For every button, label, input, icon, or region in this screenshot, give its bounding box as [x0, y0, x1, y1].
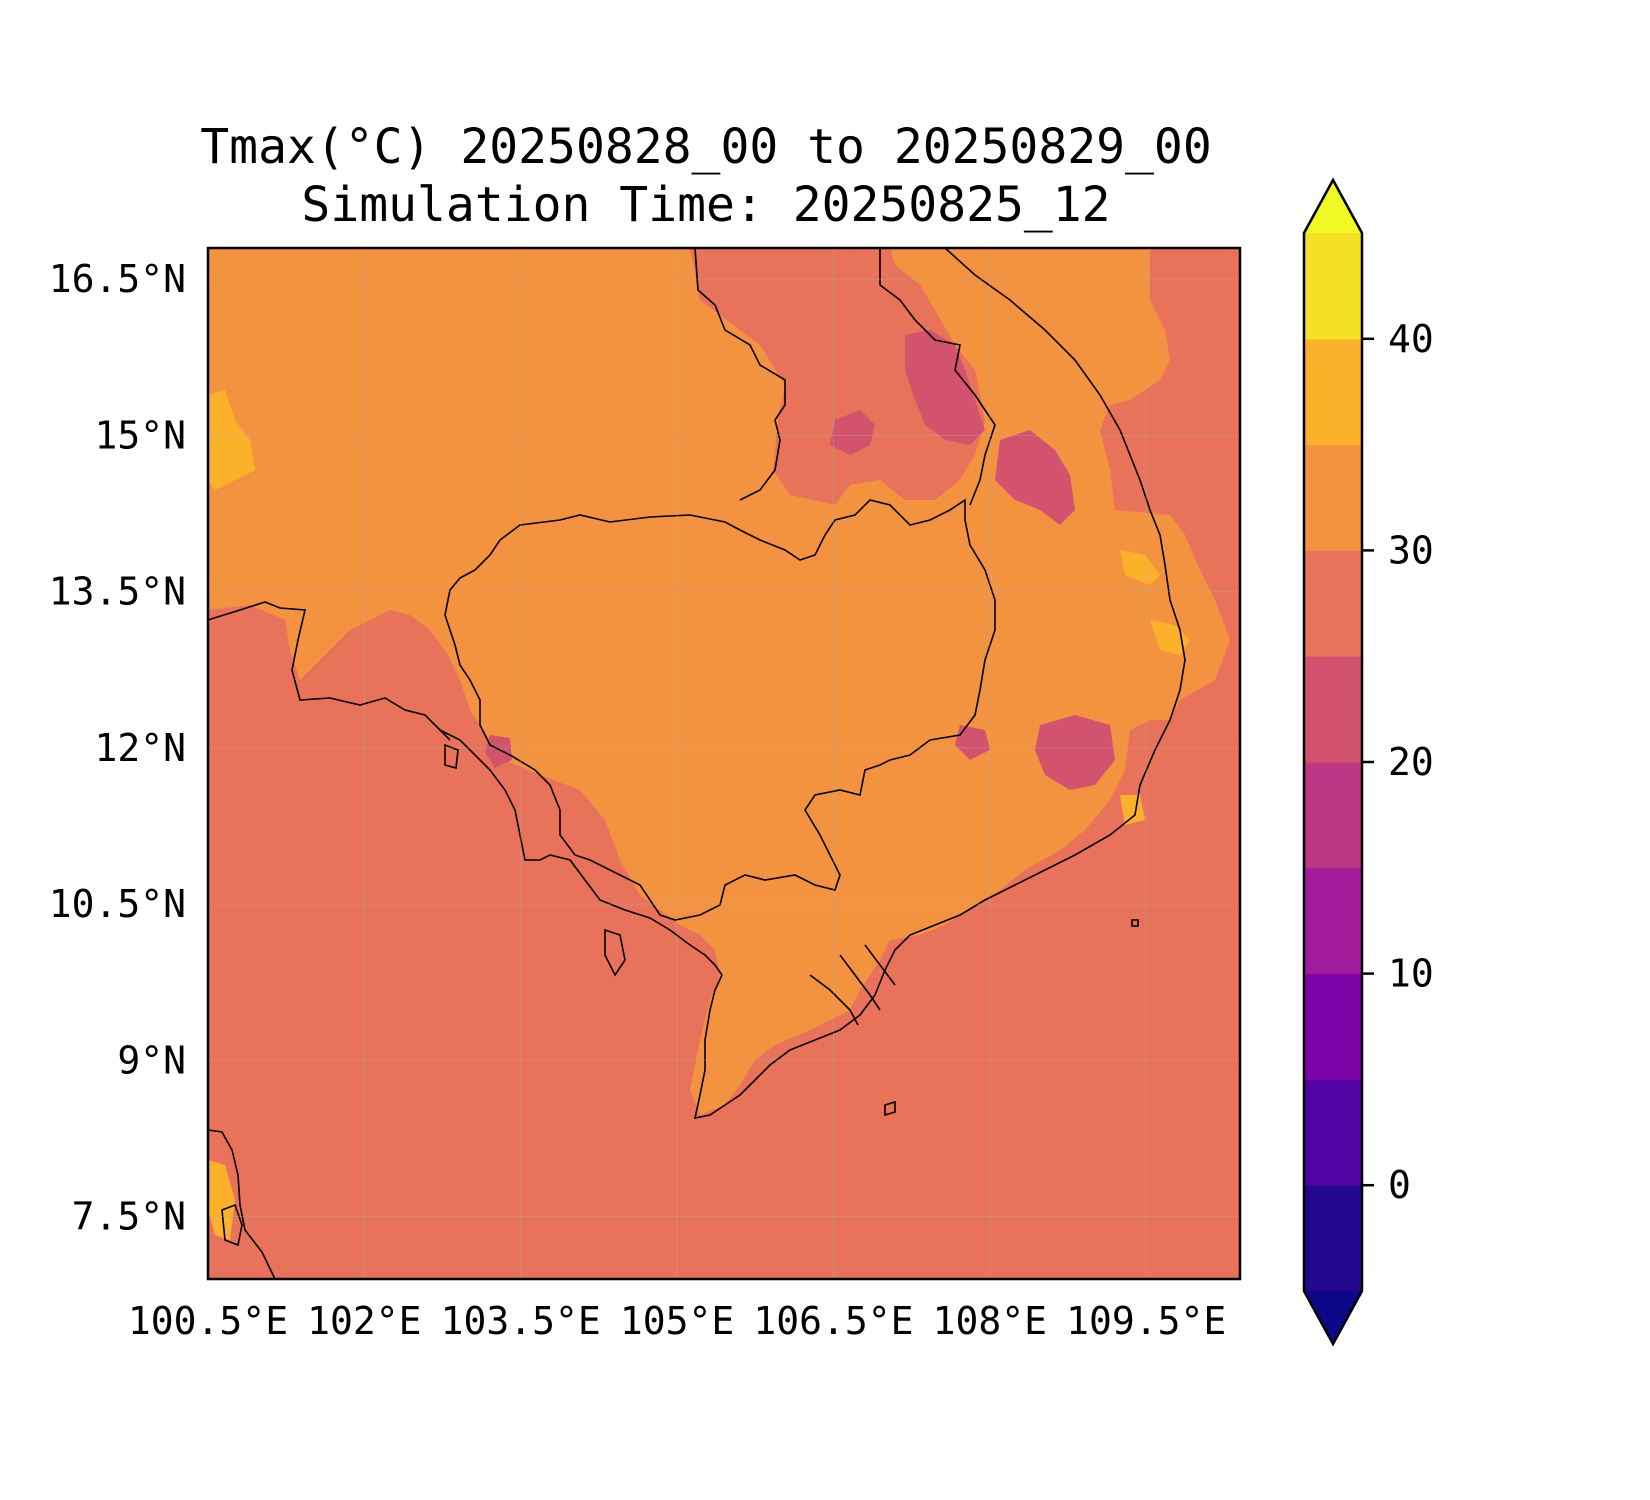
country-border [694, 248, 786, 501]
map-title-line1: Tmax(°C) 20250828_00 to 20250829_00 [200, 119, 1211, 175]
colorbar-segment [1304, 444, 1362, 551]
colorbar-segment [1304, 550, 1362, 657]
colorbar-segment [1304, 762, 1362, 869]
colorbar-over-extension [1304, 180, 1362, 233]
hot-patch [208, 1160, 235, 1240]
map-fill [208, 248, 1240, 1279]
longitude-tick-label: 103.5°E [441, 1299, 601, 1343]
longitude-tick-label: 109.5°E [1066, 1299, 1226, 1343]
cool-patch [995, 430, 1075, 525]
cool-patch [485, 735, 512, 768]
latitude-tick-label: 15°N [94, 413, 186, 457]
colorbar-tick-label: 0 [1388, 1163, 1411, 1207]
longitude-tick-label: 102°E [307, 1299, 421, 1343]
latitude-tick-label: 7.5°N [72, 1195, 186, 1239]
latitude-tick-label: 13.5°N [49, 570, 186, 614]
hot-patch [1150, 620, 1190, 655]
map-panel: 100.5°E 102°E 103.5°E 105°E 106.5°E 108°E 109.… [49, 246, 1242, 1343]
river-mouth [864, 944, 896, 986]
colorbar-outline [1302, 177, 1364, 1347]
map-frame [206, 246, 1242, 1281]
colorbar-tick-label: 40 [1388, 317, 1434, 361]
latitude-tick-label: 10.5°N [49, 882, 186, 926]
colorbar-segment [1304, 656, 1362, 763]
colorbar-segment [1304, 1079, 1362, 1186]
colorbar-under-extension [1304, 1291, 1362, 1344]
island [444, 743, 459, 770]
hot-patch [1120, 795, 1145, 825]
cool-patch [830, 410, 875, 455]
island [604, 928, 626, 977]
colorbar-tick-label: 30 [1388, 528, 1434, 572]
country-border [444, 498, 996, 921]
colorbar-tick-label: 20 [1388, 740, 1434, 784]
map-title-line2: Simulation Time: 20250825_12 [301, 177, 1110, 233]
coastline [934, 248, 1186, 926]
river-mouth [839, 954, 881, 1011]
latitude-tick-label: 16.5°N [49, 257, 186, 301]
cool-patch [955, 725, 990, 760]
cool-patch [905, 330, 985, 445]
latitude-tick-label: 9°N [117, 1038, 186, 1082]
longitude-tick-label: 100.5°E [128, 1299, 288, 1343]
island [884, 1100, 896, 1117]
colorbar: 0 10 20 30 40 [1302, 177, 1434, 1347]
hot-patch [208, 390, 255, 490]
latitude-tick-label: 12°N [94, 726, 186, 770]
colorbar-tick-label: 10 [1388, 952, 1434, 996]
colorbar-segment [1304, 973, 1362, 1080]
land-warm-region [208, 248, 1230, 1115]
coastline [439, 729, 723, 976]
longitude-tick-label: 106.5°E [753, 1299, 913, 1343]
colorbar-segment [1304, 338, 1362, 446]
country-border [879, 248, 996, 506]
coastline [693, 924, 936, 1120]
coastlines-and-borders [208, 248, 1186, 1279]
coastline [208, 1129, 276, 1279]
colorbar-segment [1304, 867, 1362, 975]
river-mouth [809, 974, 859, 1026]
latitude-ticks: 16.5°N 15°N 13.5°N 12°N 10.5°N 9°N 7.5°N [49, 257, 186, 1238]
cool-patch [1035, 715, 1115, 790]
longitude-ticks: 100.5°E 102°E 103.5°E 105°E 106.5°E 108°E 109.… [128, 1299, 1226, 1343]
longitude-tick-label: 105°E [620, 1299, 734, 1343]
country-border [208, 601, 451, 741]
colorbar-segment [1304, 233, 1362, 340]
coastline [221, 1203, 243, 1247]
colorbar-segment [1304, 1185, 1362, 1292]
island [1131, 919, 1139, 927]
hot-patch [1120, 550, 1160, 585]
longitude-tick-label: 108°E [933, 1299, 1047, 1343]
